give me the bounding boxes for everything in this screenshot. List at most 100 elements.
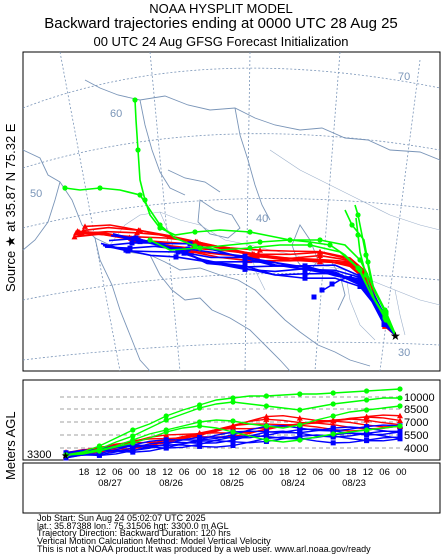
- green-height-profile-marker: [163, 417, 169, 423]
- trajectory-title: Backward trajectories ending at 0000 UTC…: [44, 15, 398, 32]
- blue-trajectory-marker: [129, 240, 135, 246]
- red-height-profile-marker: [230, 422, 236, 429]
- green-trajectory-marker: [137, 192, 143, 198]
- blue-height-profile-marker: [397, 434, 403, 440]
- green-height-profile-marker: [230, 399, 236, 405]
- green-height-profile-marker: [163, 429, 169, 435]
- green-trajectory-marker: [135, 147, 141, 153]
- green-trajectory-marker: [192, 243, 198, 249]
- footer-location: lat.: 35.87388 lon.: 75.31506 hgt: 3300.…: [37, 521, 229, 531]
- red-trajectory-marker: [317, 252, 323, 259]
- blue-height-profile-marker: [96, 452, 102, 458]
- green-trajectory-marker: [247, 245, 253, 251]
- green-trajectory-marker: [147, 237, 153, 243]
- footer-job-start: Job Start: Sun Aug 24 05:02:07 UTC 2025: [37, 513, 206, 523]
- red-height-profile-marker: [296, 415, 303, 421]
- blue-height-profile-marker: [163, 439, 169, 445]
- source-location-label: Source ★ at 35.87 N 75.32 E: [3, 123, 18, 292]
- green-height-profile-marker: [263, 423, 269, 429]
- blue-height-profile-marker: [130, 443, 136, 449]
- green-height-profile-marker: [197, 423, 203, 429]
- blue-height-profile-marker: [263, 429, 269, 435]
- trajectory-height-profiles: [63, 386, 403, 461]
- blue-height-profile-marker: [364, 431, 370, 437]
- blue-height-profile-marker: [297, 427, 303, 433]
- green-height-profile-marker: [297, 407, 303, 413]
- hour-tick-label: 18: [279, 467, 290, 478]
- level-label-8500: 8500: [404, 404, 428, 416]
- blue-height-profile-marker: [397, 428, 403, 434]
- start-star-icon: ★: [61, 451, 70, 462]
- hour-tick-label: 18: [79, 467, 90, 478]
- blue-trajectory-marker: [173, 254, 179, 260]
- blue-height-profile-marker: [364, 437, 370, 443]
- blue-trajectory-marker: [127, 245, 133, 251]
- start-height-label: 3300: [27, 449, 51, 461]
- green-height-profile-marker: [330, 413, 336, 419]
- green-height-profile-marker: [263, 393, 269, 399]
- red-trajectory-marker: [317, 256, 323, 262]
- green-height-profile-marker: [263, 403, 269, 409]
- green-height-profile-marker: [330, 401, 336, 407]
- hour-tick-label: 06: [246, 467, 257, 478]
- red-height-profile-marker: [363, 417, 370, 423]
- blue-height-profile-marker: [63, 455, 69, 461]
- green-height-profile-marker: [230, 429, 236, 435]
- green-trajectory-marker: [317, 237, 323, 243]
- green-height-profile-marker: [364, 427, 370, 433]
- hour-tick-label: 12: [229, 467, 240, 478]
- green-trajectory-marker: [349, 222, 355, 228]
- green-trajectory-marker: [363, 272, 369, 278]
- blue-trajectory-marker: [242, 263, 248, 269]
- blue-height-profile-marker: [297, 430, 303, 436]
- time-axis: 18 12 06 00 18 12 06 00 18 12 06 00 18 12 06 00 18 12 06 00…: [79, 467, 407, 489]
- green-trajectory-marker: [327, 242, 333, 248]
- run-info: Job Start: Sun Aug 24 05:02:07 UTC 2025 …: [0, 513, 442, 554]
- green-height-profile-marker: [397, 403, 403, 409]
- hour-tick-label: 12: [296, 467, 307, 478]
- blue-height-profile-marker: [197, 438, 203, 444]
- date-label: 08/26: [159, 478, 183, 489]
- blue-height-profile-marker: [230, 443, 236, 449]
- hour-tick-label: 06: [379, 467, 390, 478]
- blue-trajectory-marker: [175, 249, 181, 255]
- green-height-profile-marker: [297, 437, 303, 443]
- green-height-profile-marker: [63, 452, 69, 458]
- green-height-profile-marker: [96, 448, 102, 454]
- green-height-profile-marker: [130, 433, 136, 439]
- green-height-profile-marker: [130, 440, 136, 446]
- footer-vertical-method: Vertical Motion Calculation Method: Mode…: [37, 536, 271, 546]
- date-label: 08/23: [342, 478, 366, 489]
- green-height-profile-marker: [230, 395, 236, 401]
- blue-trajectory-marker: [302, 275, 308, 281]
- level-label-7000: 7000: [404, 417, 428, 429]
- green-trajectory-marker: [287, 237, 293, 243]
- graticule-label-30: 30: [398, 347, 410, 359]
- green-height-profile-marker: [397, 395, 403, 401]
- hour-tick-label: 06: [179, 467, 190, 478]
- blue-trajectory-marker: [131, 236, 137, 242]
- red-height-profile-marker: [330, 418, 337, 424]
- level-label-4000: 4000: [404, 443, 428, 455]
- map-frame: [22, 51, 441, 372]
- date-label: 08/24: [281, 478, 305, 489]
- green-height-profile-marker: [163, 413, 169, 419]
- blue-trajectory-marker: [302, 266, 308, 272]
- hour-tick-label: 06: [112, 467, 123, 478]
- green-trajectory-marker: [257, 239, 263, 245]
- hour-tick-label: 00: [396, 467, 407, 478]
- green-height-profile-marker: [230, 418, 236, 424]
- red-height-profile-marker: [363, 414, 370, 420]
- graticule-label-60: 60: [110, 108, 122, 120]
- hour-tick-label: 00: [129, 467, 140, 478]
- green-height-profile-marker: [397, 423, 403, 429]
- blue-height-profile-marker: [163, 445, 169, 451]
- date-label: 08/25: [220, 478, 244, 489]
- footer-direction: Trajectory Direction: Backward Duration:…: [37, 528, 231, 538]
- green-height-profile-marker: [330, 431, 336, 437]
- green-height-profile-marker: [297, 391, 303, 397]
- green-height-profile-marker: [130, 427, 136, 433]
- green-trajectory-marker: [357, 267, 363, 273]
- blue-trajectory-marker: [242, 259, 248, 265]
